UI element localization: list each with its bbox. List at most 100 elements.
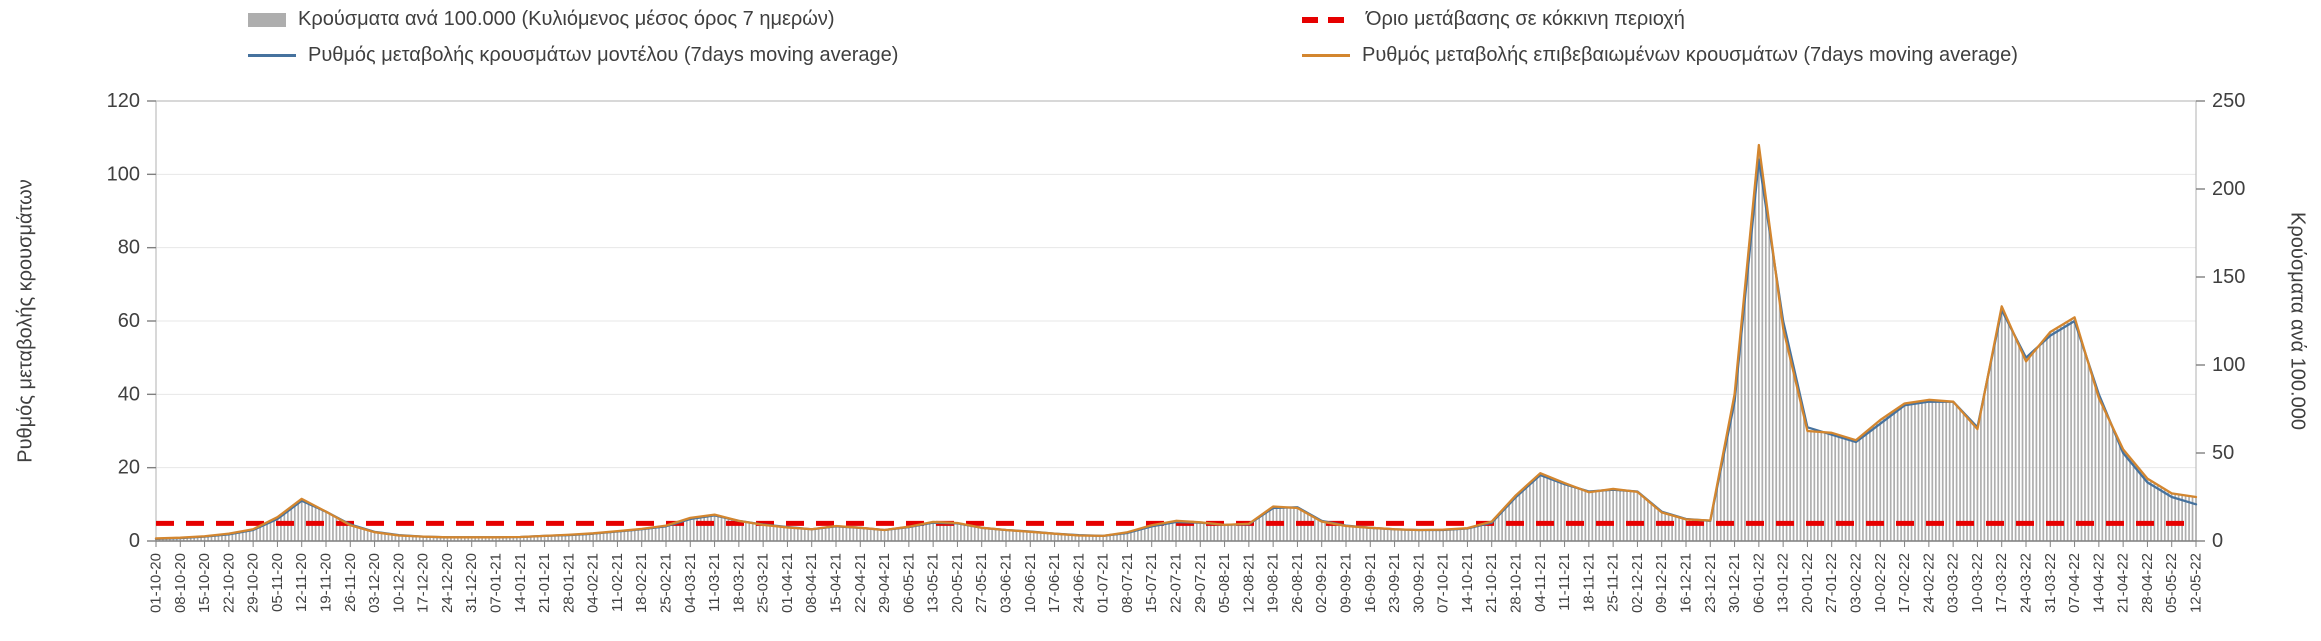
svg-text:07-04-22: 07-04-22 xyxy=(2066,553,2083,613)
legend-label-bars: Κρούσματα ανά 100.000 (Κυλιόμενος μέσος … xyxy=(298,8,835,30)
svg-text:31-03-22: 31-03-22 xyxy=(2042,553,2059,613)
svg-text:08-10-20: 08-10-20 xyxy=(172,553,189,613)
svg-text:28-04-22: 28-04-22 xyxy=(2139,553,2156,613)
svg-text:11-02-21: 11-02-21 xyxy=(609,553,626,612)
svg-text:02-12-21: 02-12-21 xyxy=(1629,553,1646,613)
svg-text:25-11-21: 25-11-21 xyxy=(1605,553,1622,612)
svg-text:24-06-21: 24-06-21 xyxy=(1070,553,1087,613)
svg-text:24-02-22: 24-02-22 xyxy=(1920,553,1937,613)
svg-text:26-11-20: 26-11-20 xyxy=(342,553,359,612)
svg-text:15-07-21: 15-07-21 xyxy=(1143,553,1160,613)
model-line-legend-marker-icon xyxy=(248,54,296,57)
svg-text:60: 60 xyxy=(118,310,140,332)
svg-text:29-04-21: 29-04-21 xyxy=(876,553,893,613)
svg-text:06-05-21: 06-05-21 xyxy=(900,553,917,613)
svg-text:05-08-21: 05-08-21 xyxy=(1216,553,1233,613)
svg-text:28-01-21: 28-01-21 xyxy=(560,553,577,613)
svg-text:24-03-22: 24-03-22 xyxy=(2018,553,2035,613)
svg-text:16-09-21: 16-09-21 xyxy=(1362,553,1379,613)
svg-text:20: 20 xyxy=(118,457,140,479)
svg-text:04-11-21: 04-11-21 xyxy=(1532,553,1549,612)
svg-text:18-02-21: 18-02-21 xyxy=(633,553,650,613)
svg-text:03-06-21: 03-06-21 xyxy=(998,553,1015,613)
bars-series xyxy=(155,145,2197,542)
svg-text:22-04-21: 22-04-21 xyxy=(852,553,869,613)
x-axis-labels: 01-10-20 08-10-20 15-10-20 22-10-20 29-10-20… xyxy=(148,541,2205,613)
svg-text:09-12-21: 09-12-21 xyxy=(1653,553,1670,613)
svg-text:14-10-21: 14-10-21 xyxy=(1459,553,1476,613)
svg-text:28-10-21: 28-10-21 xyxy=(1508,553,1525,613)
svg-text:27-05-21: 27-05-21 xyxy=(973,553,990,613)
svg-text:40: 40 xyxy=(118,383,140,405)
svg-text:10-06-21: 10-06-21 xyxy=(1022,553,1039,613)
svg-text:25-02-21: 25-02-21 xyxy=(658,553,675,613)
svg-text:03-03-22: 03-03-22 xyxy=(1945,553,1962,613)
svg-text:03-12-20: 03-12-20 xyxy=(366,553,383,613)
svg-text:08-07-21: 08-07-21 xyxy=(1119,553,1136,613)
svg-text:18-03-21: 18-03-21 xyxy=(730,553,747,613)
confirmed-line-series xyxy=(154,143,2198,540)
svg-text:10-12-20: 10-12-20 xyxy=(390,553,407,613)
svg-text:100: 100 xyxy=(107,163,140,185)
svg-text:05-11-20: 05-11-20 xyxy=(269,553,286,612)
svg-text:12-11-20: 12-11-20 xyxy=(293,553,310,612)
svg-text:23-09-21: 23-09-21 xyxy=(1386,553,1403,613)
svg-text:21-01-21: 21-01-21 xyxy=(536,553,553,613)
svg-text:01-10-20: 01-10-20 xyxy=(148,553,165,613)
svg-text:250: 250 xyxy=(2212,90,2245,112)
svg-text:08-04-21: 08-04-21 xyxy=(803,553,820,613)
legend-label-threshold: Όριο μετάβασης σε κόκκινη περιοχή xyxy=(1366,8,1685,30)
bars-legend-marker-icon xyxy=(248,12,286,27)
svg-text:17-12-20: 17-12-20 xyxy=(415,553,432,613)
svg-text:120: 120 xyxy=(107,90,140,112)
svg-text:150: 150 xyxy=(2212,266,2245,288)
svg-text:06-01-22: 06-01-22 xyxy=(1750,553,1767,613)
svg-text:26-08-21: 26-08-21 xyxy=(1289,553,1306,613)
svg-text:01-04-21: 01-04-21 xyxy=(779,553,796,613)
svg-text:23-12-21: 23-12-21 xyxy=(1702,553,1719,613)
svg-text:20-01-22: 20-01-22 xyxy=(1799,553,1816,613)
svg-text:80: 80 xyxy=(118,237,140,259)
svg-text:01-07-21: 01-07-21 xyxy=(1095,553,1112,613)
svg-text:12-05-22: 12-05-22 xyxy=(2188,553,2205,613)
svg-text:31-12-20: 31-12-20 xyxy=(463,553,480,613)
svg-text:11-11-21: 11-11-21 xyxy=(1556,553,1573,611)
svg-text:0: 0 xyxy=(2212,530,2223,552)
svg-text:30-09-21: 30-09-21 xyxy=(1410,553,1427,613)
svg-text:11-03-21: 11-03-21 xyxy=(706,553,723,612)
svg-text:04-02-21: 04-02-21 xyxy=(585,553,602,613)
svg-text:29-07-21: 29-07-21 xyxy=(1192,553,1209,613)
svg-text:02-09-21: 02-09-21 xyxy=(1313,553,1330,613)
svg-text:16-12-21: 16-12-21 xyxy=(1678,553,1695,613)
svg-text:12-08-21: 12-08-21 xyxy=(1240,553,1257,613)
svg-text:21-10-21: 21-10-21 xyxy=(1483,553,1500,613)
svg-text:100: 100 xyxy=(2212,354,2245,376)
svg-text:18-11-21: 18-11-21 xyxy=(1580,553,1597,612)
svg-text:17-03-22: 17-03-22 xyxy=(1993,553,2010,613)
svg-text:07-01-21: 07-01-21 xyxy=(488,553,505,613)
svg-text:07-10-21: 07-10-21 xyxy=(1435,553,1452,613)
svg-text:15-10-20: 15-10-20 xyxy=(196,553,213,613)
legend-item-model: Ρυθμός μεταβολής κρουσμάτων μοντέλου (7d… xyxy=(248,44,898,67)
svg-text:10-03-22: 10-03-22 xyxy=(1969,553,1986,613)
right-axis-ticks: 0 50 100 150 200 250 xyxy=(2196,90,2245,552)
svg-text:17-02-22: 17-02-22 xyxy=(1896,553,1913,613)
legend-item-confirmed: Ρυθμός μεταβολής επιβεβαιωμένων κρουσμάτ… xyxy=(1302,44,2018,67)
legend-item-threshold: Όριο μετάβασης σε κόκκινη περιοχή xyxy=(1302,8,1685,31)
svg-text:27-01-22: 27-01-22 xyxy=(1823,553,1840,613)
svg-text:21-04-22: 21-04-22 xyxy=(2115,553,2132,613)
svg-text:22-10-20: 22-10-20 xyxy=(220,553,237,613)
left-axis-ticks: 0 20 40 60 80 100 120 xyxy=(107,90,156,552)
svg-text:22-07-21: 22-07-21 xyxy=(1168,553,1185,613)
svg-text:30-12-21: 30-12-21 xyxy=(1726,553,1743,613)
legend-item-bars: Κρούσματα ανά 100.000 (Κυλιόμενος μέσος … xyxy=(248,8,835,31)
svg-text:200: 200 xyxy=(2212,178,2245,200)
confirmed-line-legend-marker-icon xyxy=(1302,54,1350,57)
threshold-legend-marker-icon xyxy=(1302,16,1354,23)
legend-label-confirmed: Ρυθμός μεταβολής επιβεβαιωμένων κρουσμάτ… xyxy=(1362,44,2018,66)
svg-text:15-04-21: 15-04-21 xyxy=(828,553,845,613)
svg-text:14-01-21: 14-01-21 xyxy=(512,553,529,613)
svg-text:05-05-22: 05-05-22 xyxy=(2163,553,2180,613)
